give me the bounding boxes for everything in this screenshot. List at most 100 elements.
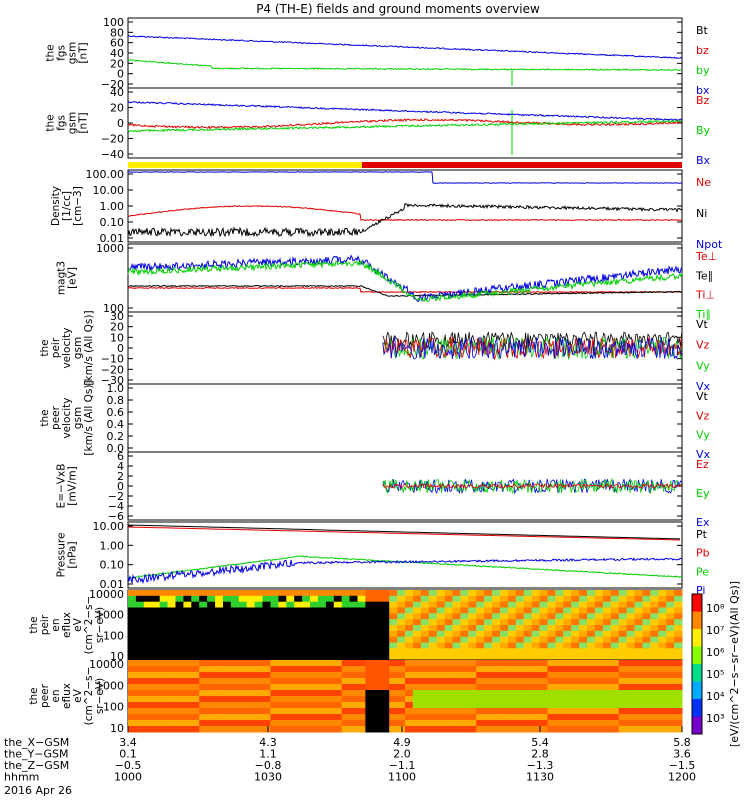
- spectrogram-cell: [365, 654, 374, 661]
- spectrogram-cell: [594, 672, 604, 679]
- spectrogram-cell: [175, 625, 184, 632]
- spectrogram-cell: [658, 684, 667, 691]
- spectrogram-cell: [302, 720, 311, 727]
- spectrogram-cell: [262, 726, 271, 733]
- spectrogram-cell: [270, 684, 279, 691]
- spectrogram-cell: [207, 636, 216, 643]
- spectrogram-cell: [128, 648, 137, 655]
- spectrogram-cell: [159, 684, 169, 691]
- spectrogram-cell: [563, 672, 572, 679]
- spectrogram-cell: [484, 666, 493, 673]
- spectrogram-cell: [626, 630, 635, 638]
- spectrogram-cell: [341, 714, 351, 721]
- spectrogram-cell: [642, 648, 651, 655]
- spectrogram-cell: [199, 684, 208, 691]
- spectrogram-cell: [199, 720, 208, 727]
- spectrogram-cell: [674, 625, 683, 632]
- spectrogram-cell: [325, 601, 335, 608]
- spectrogram-cell: [349, 654, 358, 661]
- spectrogram-cell: [135, 648, 145, 655]
- spectrogram-cell: [428, 690, 438, 697]
- spectrogram-cell: [167, 720, 176, 727]
- spectrogram-cell: [135, 625, 145, 632]
- spectrogram-cell: [215, 708, 224, 715]
- y-axis-label: [1/cc]: [61, 191, 73, 221]
- spectrogram-cell: [507, 636, 517, 643]
- spectrogram-cell: [428, 601, 438, 608]
- spectrogram-cell: [159, 696, 169, 703]
- spectrogram-cell: [310, 590, 319, 597]
- spectrogram-cell: [500, 678, 509, 685]
- footer-value: 0.1: [119, 748, 137, 761]
- y-tick-label: 0.10: [100, 216, 125, 229]
- spectrogram-cell: [531, 708, 540, 715]
- spectrogram-cell: [484, 654, 493, 661]
- spectrogram-cell: [389, 619, 398, 626]
- spectrogram-cell: [531, 619, 540, 626]
- spectrogram-cell: [238, 630, 248, 638]
- spectrogram-cell: [492, 660, 501, 667]
- spectrogram-cell: [246, 648, 256, 655]
- spectrogram-cell: [175, 619, 184, 626]
- spectrogram-cell: [634, 590, 643, 597]
- spectrogram-cell: [254, 714, 263, 721]
- spectrogram-cell: [223, 726, 232, 733]
- spectrogram-cell: [460, 601, 469, 608]
- spectrogram-cell: [531, 607, 540, 614]
- footer-value: 1130: [526, 771, 554, 784]
- spectrogram-cell: [207, 690, 216, 697]
- spectrogram-cell: [365, 642, 374, 649]
- spectrogram-cell: [515, 595, 525, 603]
- footer-date: 2016 Apr 26: [4, 784, 72, 797]
- spectrogram-cell: [302, 625, 311, 632]
- spectrogram-cell: [555, 619, 564, 626]
- spectrogram-cell: [365, 607, 374, 614]
- spectrogram-cell: [460, 625, 469, 632]
- spectrogram-cell: [587, 690, 596, 697]
- spectrogram-cell: [594, 726, 604, 733]
- spectrogram-cell: [547, 684, 556, 691]
- spectrogram-cell: [191, 601, 200, 608]
- spectrogram-cell: [484, 690, 493, 697]
- spectrogram-cell: [523, 702, 533, 709]
- spectrogram-cell: [642, 708, 651, 715]
- spectrogram-cell: [365, 625, 374, 632]
- spectrogram-cell: [159, 708, 169, 715]
- spectrogram-cell: [484, 590, 493, 597]
- y-tick-label: 80: [110, 26, 124, 39]
- spectrogram-cell: [159, 678, 169, 685]
- spectrogram-cell: [484, 595, 493, 603]
- spectrogram-cell: [167, 708, 176, 715]
- spectrogram-cell: [238, 660, 248, 667]
- y-tick-label: 10000: [89, 658, 124, 671]
- spectrogram-cell: [571, 702, 580, 709]
- spectrogram-cell: [310, 672, 319, 679]
- spectrogram-cell: [294, 590, 303, 597]
- spectrogram-cell: [468, 660, 477, 667]
- spectrogram-cell: [135, 708, 145, 715]
- spectrogram-cell: [594, 613, 604, 620]
- spectrogram-cell: [238, 690, 248, 697]
- spectrogram-cell: [468, 696, 477, 703]
- spectrogram-cell: [515, 648, 525, 655]
- spectrogram-cell: [317, 684, 327, 691]
- spectrogram-cell: [563, 607, 572, 614]
- spectrogram-cell: [523, 684, 533, 691]
- spectrogram-cell: [674, 690, 683, 697]
- spectrogram-cell: [547, 696, 556, 703]
- spectrogram-cell: [412, 654, 422, 661]
- spectrogram-cell: [223, 648, 232, 655]
- y-tick-label: 0.8: [107, 394, 125, 407]
- spectrogram-cell: [167, 636, 176, 643]
- spectrogram-cell: [159, 630, 169, 638]
- spectrogram-cell: [594, 654, 604, 661]
- spectrogram-cell: [286, 654, 295, 661]
- spectrogram-cell: [397, 696, 406, 703]
- spectrogram-cell: [634, 654, 643, 661]
- spectrogram-cell: [555, 660, 564, 667]
- spectrogram-cell: [452, 684, 461, 691]
- spectrogram-cell: [594, 642, 604, 649]
- spectrogram-cell: [365, 648, 374, 655]
- spectrogram-cell: [270, 607, 279, 614]
